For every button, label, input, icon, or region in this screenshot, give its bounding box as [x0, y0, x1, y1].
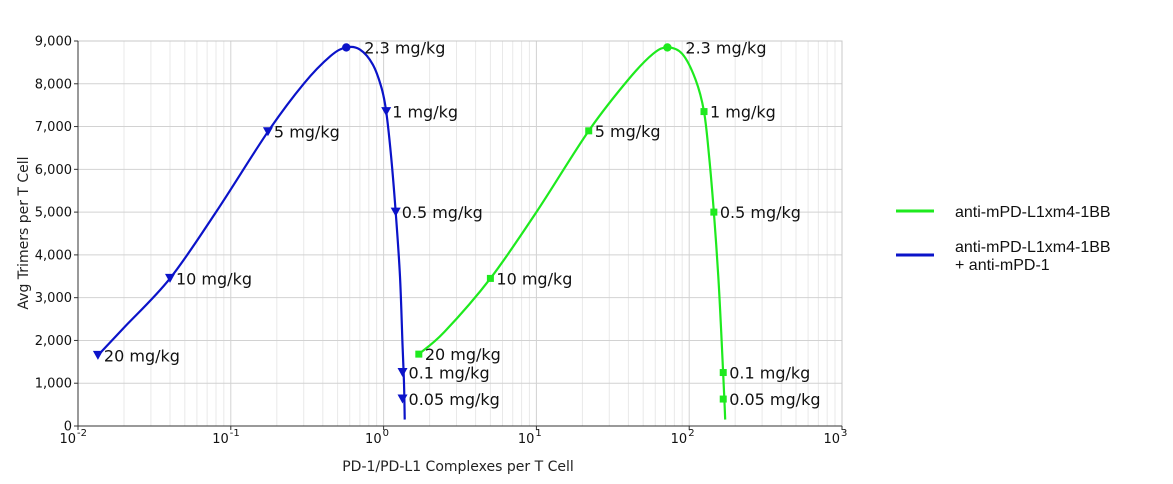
- data-label: 0.5 mg/kg: [720, 203, 801, 222]
- data-label: 10 mg/kg: [496, 269, 572, 288]
- data-label: 5 mg/kg: [595, 122, 661, 141]
- data-label: 0.5 mg/kg: [402, 203, 483, 222]
- series-0: 20 mg/kg 10 mg/kg 5 mg/kg 2.3 mg/kg 1 mg/kg 0…: [92, 38, 500, 420]
- data-point-square: [585, 127, 593, 135]
- x-tick-label-exponent: -1: [230, 428, 240, 439]
- data-point-square: [710, 208, 718, 216]
- y-tick-label: 2,000: [35, 334, 72, 349]
- x-tick-label-base: 10: [212, 432, 229, 447]
- data-label: 0.05 mg/kg: [409, 390, 500, 409]
- data-label: 0.05 mg/kg: [729, 390, 820, 409]
- x-tick-label: 10 -2: [59, 428, 87, 447]
- data-label: 0.1 mg/kg: [409, 364, 490, 383]
- data-label: 10 mg/kg: [176, 269, 252, 288]
- data-label: 5 mg/kg: [274, 123, 340, 142]
- y-tick-label: 0: [64, 420, 72, 435]
- data-label: 1 mg/kg: [710, 103, 776, 122]
- y-tick-label: 9,000: [35, 35, 72, 50]
- series-line: [418, 46, 727, 420]
- data-point-triangle: [381, 107, 392, 117]
- legend-item-0: anti-mPD-L1xm4-1BB: [896, 204, 1111, 221]
- legend-label: anti-mPD-L1xm4-1BB: [955, 239, 1111, 256]
- x-tick-label-base: 10: [365, 432, 382, 447]
- x-tick-label-exponent: -2: [77, 428, 87, 439]
- x-tick-label: 10 3: [823, 428, 847, 447]
- data-point-triangle: [262, 127, 273, 137]
- x-tick-label: 10 0: [365, 428, 389, 447]
- data-point-circle: [342, 43, 351, 52]
- legend-label: + anti-mPD-1: [955, 257, 1050, 274]
- y-tick-label: 8,000: [35, 77, 72, 92]
- y-axis-title: Avg Trimers per T Cell: [16, 156, 32, 309]
- data-point-triangle: [397, 368, 408, 378]
- x-tick-label: 10 1: [518, 428, 542, 447]
- data-point-triangle: [390, 207, 401, 217]
- y-tick-label: 6,000: [35, 163, 72, 178]
- data-label: 1 mg/kg: [392, 103, 458, 122]
- legend-label: anti-mPD-L1xm4-1BB: [955, 204, 1111, 221]
- data-label: 2.3 mg/kg: [364, 38, 445, 57]
- data-point-square: [486, 274, 494, 282]
- series: 20 mg/kg 10 mg/kg 5 mg/kg 2.3 mg/kg 1 mg/kg 0…: [92, 38, 820, 420]
- series-1: 20 mg/kg 10 mg/kg 5 mg/kg 2.3 mg/kg 1 mg/kg 0…: [415, 38, 820, 420]
- x-tick-label-exponent: 2: [688, 428, 694, 439]
- data-point-triangle: [92, 350, 103, 360]
- x-axis-title: PD-1/PD-L1 Complexes per T Cell: [342, 459, 574, 475]
- data-label: 20 mg/kg: [104, 346, 180, 365]
- data-label: 20 mg/kg: [425, 345, 501, 364]
- data-point-square: [700, 108, 708, 116]
- x-tick-label: 10 -1: [212, 428, 240, 447]
- data-point-circle: [663, 43, 672, 52]
- x-tick-label-base: 10: [671, 432, 688, 447]
- legend-item-1: anti-mPD-L1xm4-1BB+ anti-mPD-1: [896, 239, 1111, 274]
- x-tick-label-base: 10: [518, 432, 535, 447]
- y-tick-label: 1,000: [35, 377, 72, 392]
- x-tick-label: 10 2: [671, 428, 695, 447]
- x-tick-label-exponent: 3: [841, 428, 847, 439]
- axes: PD-1/PD-L1 Complexes per T Cell Avg Trim…: [16, 35, 847, 476]
- data-point-square: [719, 369, 727, 377]
- data-point-square: [719, 395, 727, 403]
- series-line: [97, 45, 406, 420]
- x-tick-label-exponent: 1: [535, 428, 541, 439]
- data-point-square: [415, 350, 423, 358]
- x-tick-label-base: 10: [823, 432, 840, 447]
- data-label: 0.1 mg/kg: [729, 364, 810, 383]
- y-tick-label: 5,000: [35, 206, 72, 221]
- y-tick-label: 3,000: [35, 291, 72, 306]
- x-tick-label-base: 10: [59, 432, 76, 447]
- y-tick-label: 7,000: [35, 120, 72, 135]
- data-point-triangle: [164, 273, 175, 283]
- x-tick-label-exponent: 0: [383, 428, 389, 439]
- data-label: 2.3 mg/kg: [685, 38, 766, 57]
- y-tick-label: 4,000: [35, 248, 72, 263]
- data-point-triangle: [397, 394, 408, 404]
